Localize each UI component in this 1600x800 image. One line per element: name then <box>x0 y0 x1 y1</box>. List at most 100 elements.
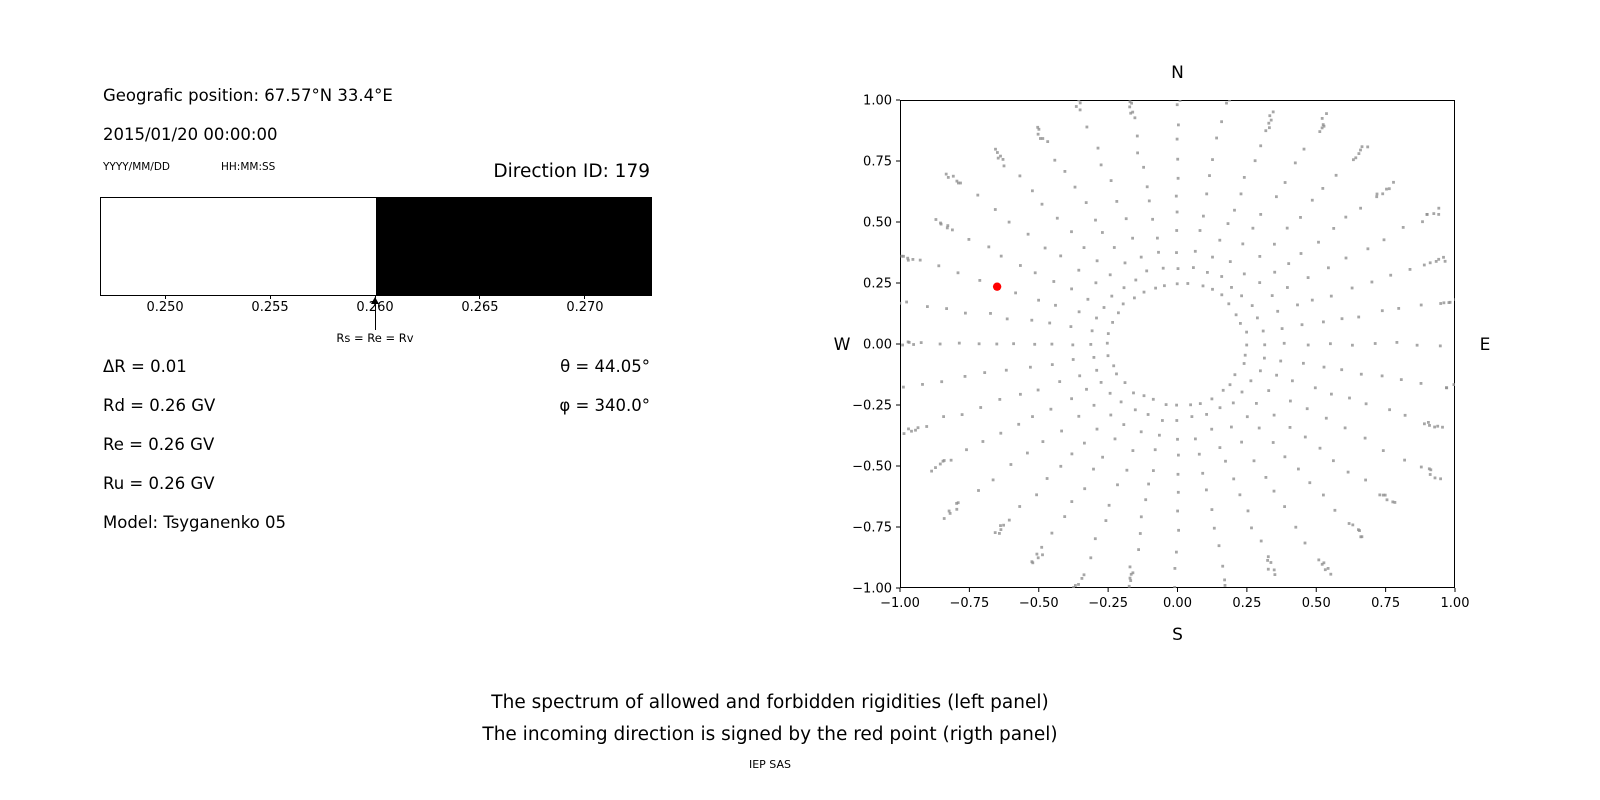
spoke-dot <box>895 298 898 301</box>
x-tick-label: 0.50 <box>1302 596 1331 611</box>
spoke-dot <box>1325 112 1328 115</box>
spoke-dot <box>1147 199 1151 203</box>
spoke-dot <box>1152 469 1155 472</box>
spoke-dot <box>1229 83 1232 86</box>
spoke-dot <box>1078 101 1082 105</box>
compass-labels: N S W E <box>834 63 1491 645</box>
spoke-dot <box>1366 247 1370 251</box>
spectrum-tick-label: 0.255 <box>251 300 289 315</box>
spoke-dot <box>934 466 937 469</box>
spoke-dot <box>1266 555 1270 559</box>
compass-north-label: N <box>1171 63 1184 83</box>
spoke-dot <box>1437 213 1441 216</box>
spoke-dot <box>1357 315 1361 319</box>
spoke-dot <box>1131 449 1135 452</box>
spoke-dot <box>1197 452 1201 456</box>
spoke-dot <box>930 469 933 473</box>
spoke-dot <box>1037 298 1040 302</box>
spoke-dot <box>1273 242 1276 246</box>
spoke-dot <box>1326 567 1330 570</box>
spoke-dot <box>1116 483 1119 487</box>
x-tick-label: 0.75 <box>1371 596 1400 611</box>
spoke-dot <box>921 383 924 386</box>
spoke-dot <box>1041 553 1044 557</box>
spoke-dot <box>1072 586 1075 588</box>
x-tick-label: −1.00 <box>880 596 920 611</box>
spoke-dot <box>1392 180 1395 184</box>
spoke-dot <box>1082 573 1086 577</box>
spoke-dot <box>1074 105 1078 108</box>
y-tick-label: 0.00 <box>863 338 892 353</box>
spoke-dot <box>1385 187 1388 191</box>
spoke-dot <box>925 425 929 428</box>
spoke-dot <box>964 311 967 315</box>
spoke-dot <box>991 478 995 482</box>
spoke-dot <box>1380 309 1384 313</box>
spoke-dot <box>1175 210 1179 214</box>
spoke-dot <box>1206 271 1209 274</box>
spoke-dot <box>1375 195 1379 199</box>
spoke-dot <box>967 238 971 241</box>
spoke-dot <box>1239 192 1243 196</box>
spoke-dot <box>1092 403 1096 407</box>
spoke-dot <box>1089 343 1093 346</box>
spoke-dot <box>1177 453 1180 457</box>
spoke-dot <box>1271 110 1275 114</box>
spoke-dot <box>1099 163 1103 167</box>
spoke-dot <box>1264 129 1268 133</box>
spoke-dot <box>1263 356 1266 360</box>
spoke-dot <box>1283 181 1287 184</box>
spoke-dot <box>1175 550 1178 554</box>
spoke-dot <box>1202 214 1205 218</box>
spoke-dot <box>1259 144 1263 148</box>
spoke-dot <box>1293 161 1297 165</box>
spoke-dot <box>1343 426 1347 430</box>
spoke-dot <box>1108 273 1112 277</box>
spoke-dot <box>1217 544 1221 548</box>
spoke-dot <box>1306 276 1310 279</box>
spoke-dot <box>1176 509 1179 513</box>
spoke-dot <box>1071 358 1075 361</box>
spoke-dot <box>1077 268 1081 272</box>
spoke-dot <box>999 524 1002 527</box>
spoke-dot <box>1093 537 1097 541</box>
spoke-dot <box>906 256 910 260</box>
spoke-dot <box>1176 94 1179 97</box>
spoke-dot <box>1347 522 1351 525</box>
spoke-dot <box>1048 321 1052 325</box>
spoke-dot <box>1322 320 1325 324</box>
spoke-dot <box>1246 509 1250 513</box>
spoke-dot <box>1145 185 1149 189</box>
spoke-dot <box>1354 156 1358 160</box>
spoke-dot <box>955 179 959 183</box>
spoke-dot <box>1359 372 1363 376</box>
spoke-dot <box>1177 528 1180 532</box>
spoke-dot <box>1007 220 1011 224</box>
spoke-dot <box>1291 379 1294 383</box>
spoke-dot <box>1127 584 1131 588</box>
spoke-dot <box>1322 124 1326 128</box>
spoke-dot <box>1429 468 1433 472</box>
spoke-dot <box>1147 482 1150 486</box>
spoke-dot <box>1381 192 1385 196</box>
spoke-dot <box>1033 342 1037 346</box>
spoke-dot <box>1122 286 1126 290</box>
spoke-dot <box>1130 101 1133 105</box>
spoke-dot <box>1251 226 1255 230</box>
spoke-dot <box>1257 426 1261 430</box>
param-delta-r: ΔR = 0.01 <box>103 357 187 376</box>
spoke-dot <box>885 299 888 302</box>
spoke-dot <box>1058 380 1062 383</box>
spoke-dot <box>1310 198 1314 202</box>
spoke-dot <box>1131 236 1134 240</box>
spoke-dot <box>1228 100 1231 102</box>
spoke-dot <box>999 528 1003 531</box>
spoke-dot <box>1441 425 1444 429</box>
spoke-dot <box>1232 477 1236 481</box>
spoke-dot <box>1194 437 1197 441</box>
inner-ring-dot <box>1220 293 1224 297</box>
spoke-dot <box>1070 452 1074 456</box>
spoke-dot <box>1332 459 1335 463</box>
spoke-dot <box>1070 230 1073 234</box>
spoke-dot <box>1176 176 1180 180</box>
